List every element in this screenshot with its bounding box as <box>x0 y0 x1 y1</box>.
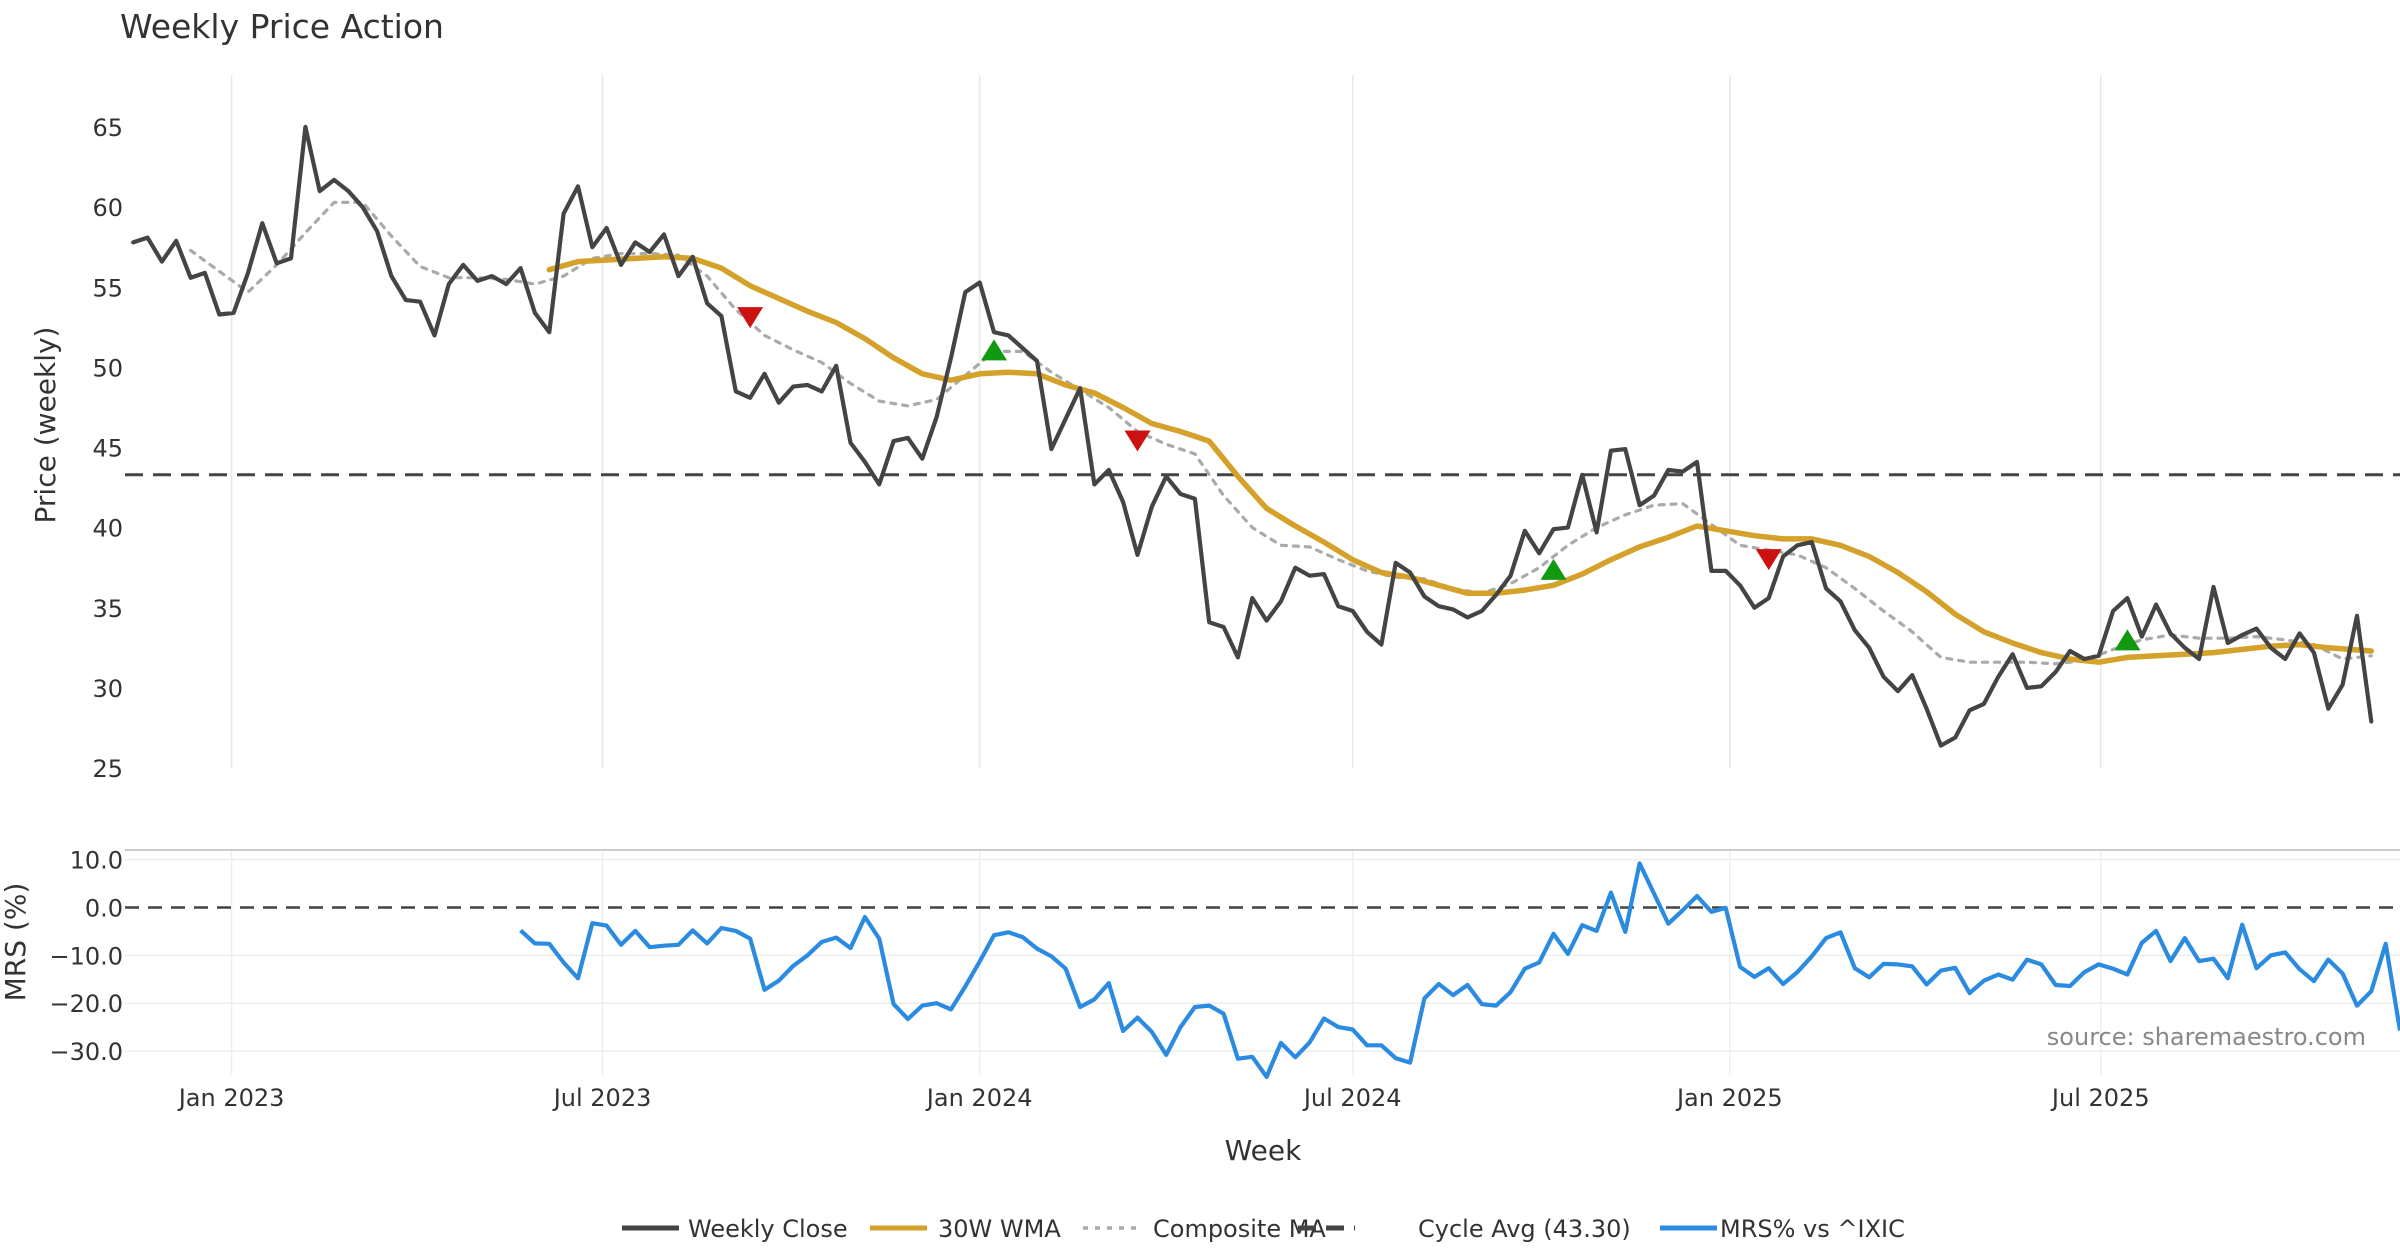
price-y-axis-label: Price (weekly) <box>29 327 62 524</box>
price-y-tick-label: 65 <box>92 114 123 142</box>
price-y-tick-label: 25 <box>92 755 123 783</box>
x-tick-label: Jul 2023 <box>552 1084 652 1112</box>
price-y-tick-label: 45 <box>92 435 123 463</box>
x-tick-label: Jul 2025 <box>2050 1084 2150 1112</box>
price-grid <box>230 75 2102 768</box>
price-y-tick-label: 40 <box>92 515 123 543</box>
mrs-series <box>519 861 2400 1079</box>
mrs-y-tick-label: −10.0 <box>49 942 123 970</box>
signal-markers <box>737 307 2141 651</box>
mrs-y-ticks: 10.0 0.0 −10.0 −20.0 −30.0 <box>49 847 123 1066</box>
x-tick-label: Jan 2024 <box>925 1084 1033 1112</box>
sell-signal-marker <box>1124 430 1151 452</box>
mrs-y-tick-label: 0.0 <box>85 894 123 922</box>
price-y-ticks: 25 30 35 40 45 50 55 60 65 <box>92 114 123 783</box>
reference-lines <box>125 473 2400 909</box>
mrs-y-tick-label: −20.0 <box>49 990 123 1018</box>
price-series <box>131 124 2375 748</box>
price-y-tick-label: 30 <box>92 675 123 703</box>
mrs-y-tick-label: −30.0 <box>49 1038 123 1066</box>
buy-signal-marker <box>981 339 1008 361</box>
sell-signal-marker <box>1755 549 1782 571</box>
mrs-y-tick-label: 10.0 <box>70 847 123 875</box>
price-y-tick-label: 50 <box>92 354 123 382</box>
x-axis-label: Week <box>1225 1134 1302 1167</box>
wma-30w-line <box>546 254 2375 665</box>
legend: Weekly Close 30W WMA Composite MA Cycle Avg… <box>622 1215 1905 1243</box>
sell-signal-marker <box>737 307 764 329</box>
mrs-line <box>519 861 2400 1079</box>
mrs-grid <box>125 849 2400 1075</box>
mrs-y-axis-label: MRS (%) <box>0 883 32 1002</box>
legend-label: 30W WMA <box>938 1215 1061 1243</box>
price-y-tick-label: 55 <box>92 274 123 302</box>
legend-label: Weekly Close <box>688 1215 848 1243</box>
buy-signal-marker <box>1540 558 1567 580</box>
weekly-close-line <box>131 124 2374 748</box>
source-note: source: sharemaestro.com <box>2047 1023 2366 1051</box>
price-y-tick-label: 60 <box>92 194 123 222</box>
x-tick-label: Jan 2025 <box>1675 1084 1783 1112</box>
legend-label: Cycle Avg (43.30) <box>1418 1215 1631 1243</box>
x-tick-label: Jul 2024 <box>1302 1084 1402 1112</box>
legend-label: MRS% vs ^IXIC <box>1720 1215 1905 1243</box>
legend-label: Composite MA <box>1153 1215 1326 1243</box>
price-y-tick-label: 35 <box>92 595 123 623</box>
chart-title: Weekly Price Action <box>120 7 444 46</box>
x-ticks: Jan 2023 Jul 2023 Jan 2024 Jul 2024 Jan 2025… <box>177 1084 2150 1112</box>
buy-signal-marker <box>2114 629 2141 651</box>
x-tick-label: Jan 2023 <box>177 1084 285 1112</box>
